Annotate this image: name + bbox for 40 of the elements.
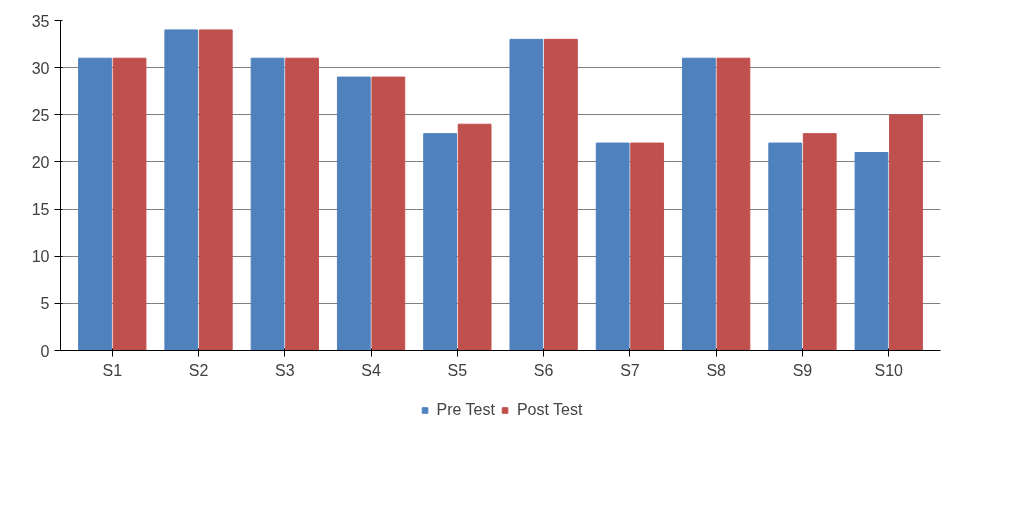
y-tick-label: 25 bbox=[31, 106, 50, 124]
bar bbox=[457, 123, 492, 351]
x-tick-label: S3 bbox=[275, 361, 295, 379]
x-tick-label: S10 bbox=[874, 361, 904, 379]
x-tick-label: S9 bbox=[792, 361, 813, 379]
x-tick-label: S1 bbox=[102, 361, 123, 379]
bar bbox=[595, 142, 630, 351]
bar bbox=[285, 57, 319, 351]
y-tick-label: 10 bbox=[31, 248, 50, 266]
x-tick-label: S4 bbox=[361, 361, 381, 379]
bar bbox=[112, 57, 147, 351]
x-tick-label: S8 bbox=[706, 361, 727, 379]
bar bbox=[336, 76, 371, 351]
x-tick-label: S2 bbox=[188, 361, 209, 379]
bar bbox=[78, 57, 112, 351]
y-tick-label: 5 bbox=[40, 295, 50, 313]
bar bbox=[682, 57, 716, 351]
bar bbox=[802, 133, 837, 351]
bar bbox=[164, 29, 199, 351]
x-tick-label: S6 bbox=[533, 361, 554, 379]
legend-label: Post Test bbox=[516, 401, 583, 419]
bar bbox=[768, 142, 803, 351]
bar bbox=[716, 57, 751, 351]
bar bbox=[423, 133, 457, 351]
bar bbox=[509, 38, 544, 351]
x-tick-label: S7 bbox=[620, 361, 640, 379]
bar bbox=[198, 29, 233, 351]
legend-label: Pre Test bbox=[436, 401, 495, 419]
bar bbox=[630, 142, 665, 351]
y-tick-label: 30 bbox=[31, 59, 50, 77]
bar bbox=[854, 152, 889, 351]
y-tick-label: 35 bbox=[31, 12, 50, 30]
bar bbox=[544, 38, 578, 351]
y-tick-label: 15 bbox=[31, 201, 50, 219]
bar bbox=[889, 114, 923, 351]
bar bbox=[250, 57, 285, 351]
y-tick-label: 0 bbox=[40, 342, 50, 360]
x-tick-label: S5 bbox=[447, 361, 468, 379]
y-tick-label: 20 bbox=[31, 153, 50, 171]
bar bbox=[371, 76, 406, 351]
